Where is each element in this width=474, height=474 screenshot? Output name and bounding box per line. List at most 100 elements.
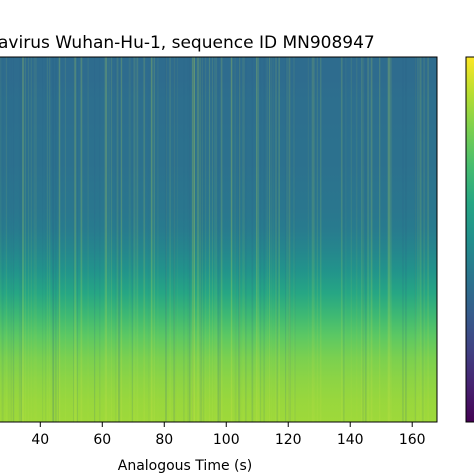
streak-line xyxy=(200,57,203,422)
streak-line xyxy=(365,57,367,422)
streak-line xyxy=(33,57,36,422)
streak-line xyxy=(35,57,37,422)
streak-line xyxy=(350,57,352,422)
streak-line xyxy=(196,57,199,422)
streak-line xyxy=(402,57,404,422)
streak-line xyxy=(187,57,189,422)
streak-line xyxy=(59,57,61,422)
streak-line xyxy=(266,57,268,422)
streak-line xyxy=(30,57,32,422)
streak-line xyxy=(166,57,167,422)
streak-line xyxy=(419,57,421,422)
streak-line xyxy=(387,57,390,422)
streak-line xyxy=(361,57,363,422)
streak-line xyxy=(131,57,133,422)
streak-line xyxy=(64,57,66,422)
plot-frame xyxy=(0,56,438,423)
streak-line xyxy=(286,57,287,422)
streak-line xyxy=(73,57,74,422)
streak-line xyxy=(203,57,205,422)
streak-line xyxy=(80,57,82,422)
streak-line xyxy=(320,57,322,422)
streak-line xyxy=(183,57,185,422)
colorbar xyxy=(465,56,474,423)
streak-line xyxy=(370,57,373,422)
streak-line xyxy=(81,57,83,422)
streak-line xyxy=(214,57,216,422)
streak-line xyxy=(205,57,207,422)
streak-line xyxy=(234,57,237,422)
streak-line xyxy=(58,57,61,422)
streak-line xyxy=(427,57,429,422)
x-tick-label: 160 xyxy=(399,432,426,448)
streak-line xyxy=(24,57,26,422)
streak-line xyxy=(22,57,24,422)
streak-line xyxy=(215,57,217,422)
streak-line xyxy=(307,57,309,422)
streak-line xyxy=(105,57,107,422)
streak-line xyxy=(420,57,422,422)
streak-line xyxy=(389,57,391,422)
streak-line xyxy=(173,57,175,422)
plot-area xyxy=(0,57,437,422)
streak-line xyxy=(150,57,153,422)
streak-line xyxy=(104,57,107,422)
streak-line xyxy=(99,57,101,422)
streak-line xyxy=(197,57,199,422)
streak-line xyxy=(20,57,22,422)
x-tick-label: 100 xyxy=(213,432,240,448)
streak-line xyxy=(345,57,347,422)
streak-line xyxy=(388,57,390,422)
streak-line xyxy=(46,57,49,422)
streak-line xyxy=(362,57,364,422)
streak-line xyxy=(230,57,233,422)
streak-line xyxy=(148,57,150,422)
streak-line xyxy=(242,57,243,422)
streak-line xyxy=(275,57,277,422)
vertical-streaks xyxy=(0,57,429,422)
streak-line xyxy=(54,57,57,422)
streak-line xyxy=(313,57,315,422)
streak-line xyxy=(272,57,274,422)
streak-line xyxy=(243,57,245,422)
streak-line xyxy=(110,57,113,422)
streak-line xyxy=(8,57,10,422)
streak-line xyxy=(192,57,194,422)
streak-line xyxy=(276,57,278,422)
x-tick-label: 80 xyxy=(155,432,173,448)
streak-line xyxy=(287,57,288,422)
streak-line xyxy=(211,57,213,422)
streak-line xyxy=(287,57,289,422)
streak-line xyxy=(73,57,75,422)
streak-line xyxy=(52,57,54,422)
streak-line xyxy=(390,57,393,422)
streak-line xyxy=(268,57,271,422)
streak-line xyxy=(293,57,295,422)
streak-line xyxy=(74,57,76,422)
streak-line xyxy=(294,57,296,422)
streak-line xyxy=(150,57,153,422)
streak-line xyxy=(169,57,171,422)
streak-line xyxy=(423,57,425,422)
streak-line xyxy=(18,57,21,422)
streak-line xyxy=(165,57,167,422)
streak-line xyxy=(22,57,24,422)
streak-line xyxy=(5,57,7,422)
streak-line xyxy=(106,57,108,422)
streak-line xyxy=(173,57,176,422)
streak-line xyxy=(217,57,220,422)
streak-line xyxy=(311,57,314,422)
streak-line xyxy=(251,57,254,422)
streak-line xyxy=(256,57,258,422)
streak-line xyxy=(343,57,345,422)
streak-line xyxy=(289,57,291,422)
x-tick-label: 140 xyxy=(337,432,364,448)
streak-line xyxy=(202,57,203,422)
streak-line xyxy=(238,57,241,422)
streak-line xyxy=(316,57,318,422)
streak-line xyxy=(219,57,221,422)
streak-line xyxy=(87,57,89,422)
streak-line xyxy=(193,57,195,422)
